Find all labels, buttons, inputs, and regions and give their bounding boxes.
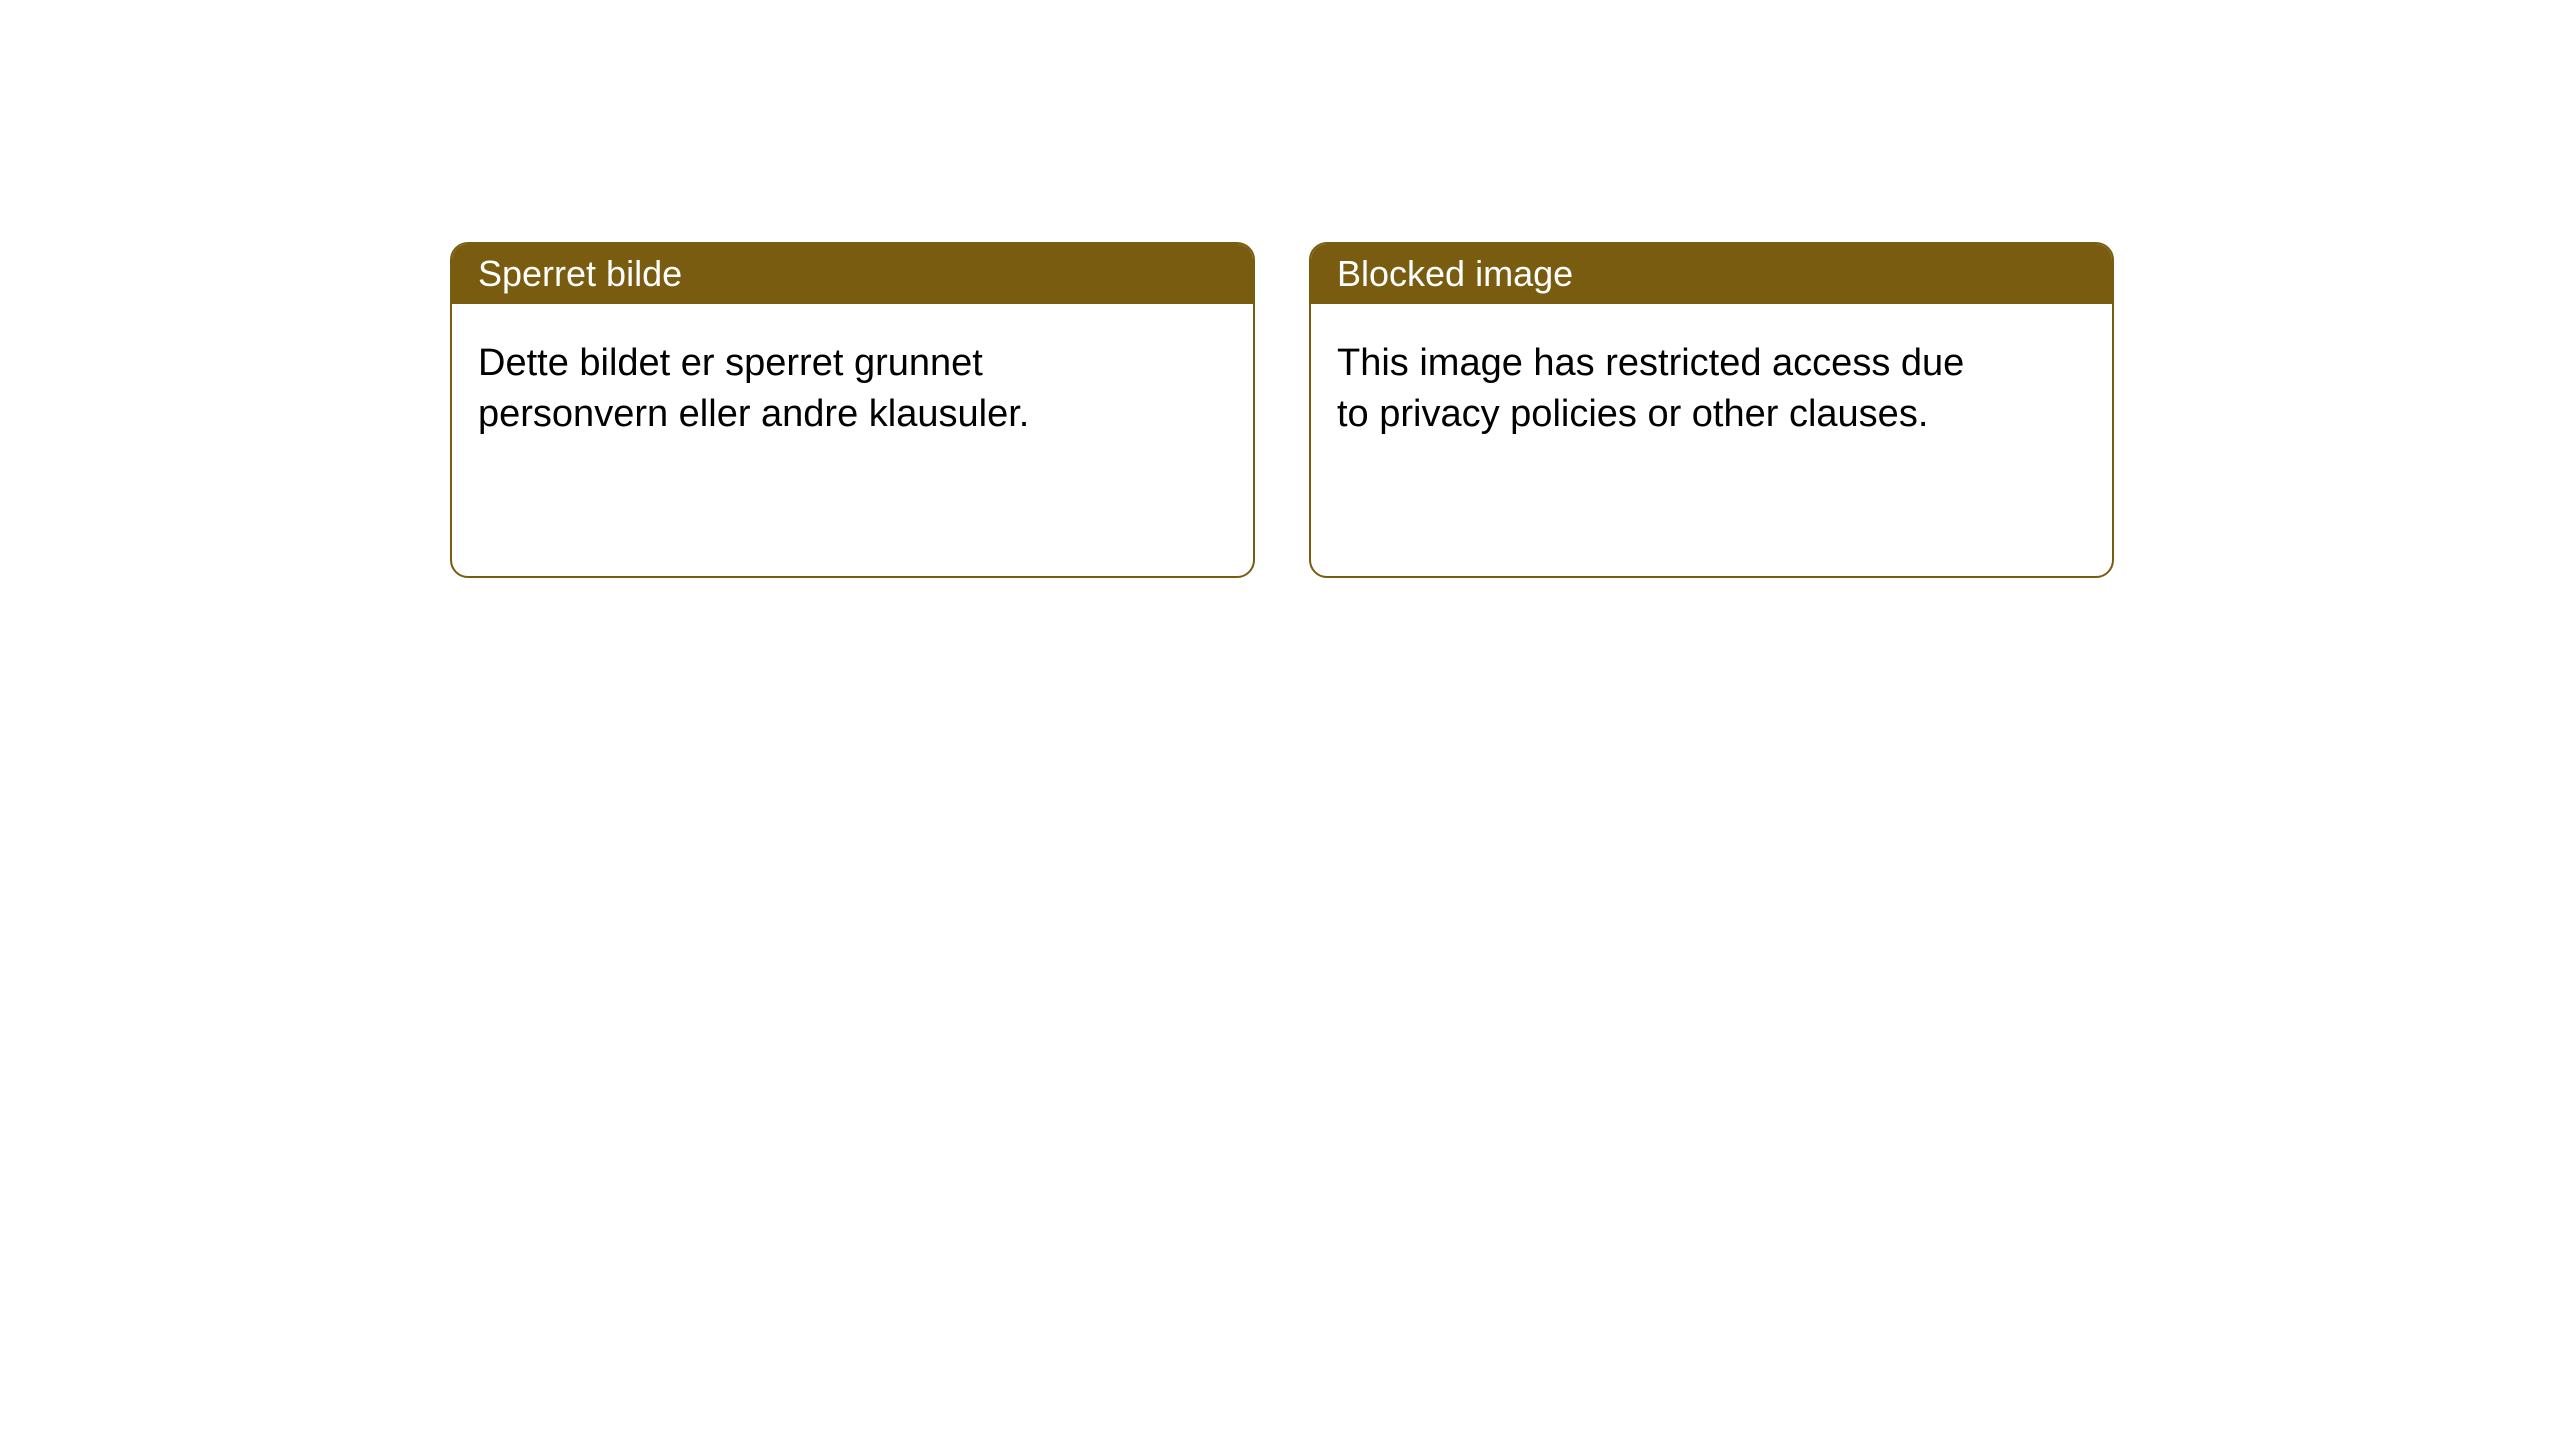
- card-body: This image has restricted access due to …: [1311, 304, 2011, 475]
- card-container: Sperret bilde Dette bildet er sperret gr…: [0, 0, 2560, 578]
- card-header: Blocked image: [1311, 244, 2112, 304]
- card-header: Sperret bilde: [452, 244, 1253, 304]
- card-body: Dette bildet er sperret grunnet personve…: [452, 304, 1152, 475]
- blocked-image-card-norwegian: Sperret bilde Dette bildet er sperret gr…: [450, 242, 1255, 578]
- blocked-image-card-english: Blocked image This image has restricted …: [1309, 242, 2114, 578]
